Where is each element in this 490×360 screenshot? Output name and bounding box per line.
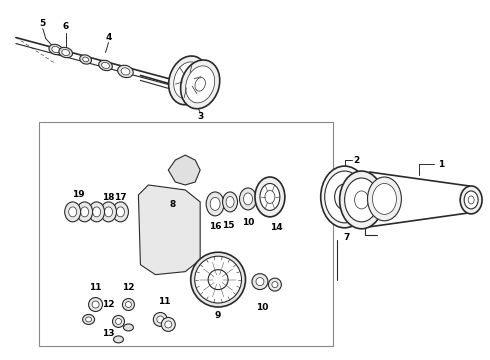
Ellipse shape: [340, 171, 384, 229]
Ellipse shape: [117, 207, 124, 217]
Ellipse shape: [181, 60, 220, 109]
Ellipse shape: [113, 202, 128, 222]
Ellipse shape: [344, 178, 378, 222]
Text: 12: 12: [102, 300, 115, 309]
Ellipse shape: [98, 60, 112, 71]
Ellipse shape: [80, 55, 92, 64]
Ellipse shape: [178, 161, 192, 179]
Text: 6: 6: [63, 22, 69, 31]
Text: 14: 14: [270, 223, 282, 232]
Ellipse shape: [355, 191, 368, 209]
Ellipse shape: [165, 321, 172, 328]
Ellipse shape: [153, 312, 167, 327]
Ellipse shape: [468, 196, 474, 204]
Ellipse shape: [101, 62, 109, 68]
Text: 19: 19: [73, 190, 85, 199]
Ellipse shape: [255, 177, 285, 217]
Ellipse shape: [321, 166, 368, 228]
Ellipse shape: [121, 68, 130, 75]
Ellipse shape: [210, 197, 220, 210]
Ellipse shape: [123, 324, 133, 331]
Ellipse shape: [161, 318, 175, 332]
Ellipse shape: [272, 282, 278, 288]
Text: 2: 2: [353, 156, 360, 165]
Ellipse shape: [100, 202, 117, 222]
Ellipse shape: [252, 274, 268, 289]
Ellipse shape: [65, 202, 81, 222]
Ellipse shape: [460, 186, 482, 214]
Ellipse shape: [372, 184, 396, 214]
Ellipse shape: [118, 65, 133, 78]
Ellipse shape: [116, 319, 122, 324]
Ellipse shape: [195, 77, 205, 91]
Ellipse shape: [59, 47, 73, 58]
Text: 5: 5: [40, 19, 46, 28]
Text: 10: 10: [256, 303, 268, 312]
Ellipse shape: [240, 188, 256, 210]
Text: 17: 17: [114, 193, 127, 202]
Text: 4: 4: [105, 33, 112, 42]
Ellipse shape: [368, 177, 401, 221]
Ellipse shape: [335, 184, 355, 210]
Text: 11: 11: [89, 283, 102, 292]
Ellipse shape: [256, 278, 264, 285]
Text: 16: 16: [209, 222, 221, 231]
Text: 1: 1: [438, 159, 444, 168]
Ellipse shape: [52, 46, 60, 53]
Text: 18: 18: [102, 193, 115, 202]
Ellipse shape: [104, 207, 113, 217]
Ellipse shape: [244, 193, 252, 205]
Ellipse shape: [122, 298, 134, 310]
Ellipse shape: [157, 316, 164, 323]
Ellipse shape: [89, 202, 104, 222]
Ellipse shape: [325, 171, 365, 223]
Ellipse shape: [208, 270, 228, 289]
Ellipse shape: [49, 44, 63, 55]
Text: 11: 11: [158, 297, 171, 306]
Text: 12: 12: [122, 283, 135, 292]
Ellipse shape: [269, 278, 281, 291]
Ellipse shape: [191, 252, 245, 307]
Ellipse shape: [113, 315, 124, 328]
Ellipse shape: [81, 207, 89, 217]
Polygon shape: [168, 155, 200, 185]
Ellipse shape: [89, 298, 102, 311]
Ellipse shape: [92, 301, 99, 308]
Ellipse shape: [76, 202, 93, 222]
Ellipse shape: [114, 336, 123, 343]
Ellipse shape: [83, 315, 95, 324]
Text: 10: 10: [242, 218, 254, 227]
Text: 7: 7: [343, 233, 350, 242]
Ellipse shape: [169, 56, 208, 105]
Ellipse shape: [206, 192, 224, 216]
Text: 9: 9: [215, 311, 221, 320]
Ellipse shape: [195, 256, 242, 303]
Ellipse shape: [222, 192, 238, 212]
Ellipse shape: [86, 317, 92, 322]
Ellipse shape: [226, 197, 234, 207]
Ellipse shape: [464, 191, 478, 209]
Ellipse shape: [69, 207, 76, 217]
Ellipse shape: [174, 62, 203, 99]
Ellipse shape: [93, 207, 100, 217]
Ellipse shape: [260, 184, 280, 210]
Text: 8: 8: [169, 201, 175, 210]
Text: 13: 13: [102, 329, 115, 338]
Ellipse shape: [125, 302, 131, 307]
Text: 3: 3: [197, 112, 203, 121]
Text: 15: 15: [222, 221, 234, 230]
Ellipse shape: [62, 49, 70, 55]
Ellipse shape: [83, 57, 89, 62]
Ellipse shape: [182, 73, 195, 88]
Polygon shape: [138, 185, 200, 275]
Ellipse shape: [186, 66, 215, 103]
Bar: [39, 122, 333, 346]
Ellipse shape: [265, 190, 275, 203]
